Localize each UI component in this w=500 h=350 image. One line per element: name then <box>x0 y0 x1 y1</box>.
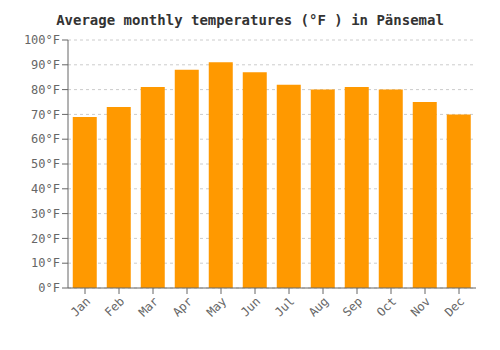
svg-text:Jul: Jul <box>272 294 297 319</box>
svg-text:Jun: Jun <box>238 294 263 319</box>
svg-text:Apr: Apr <box>170 294 195 319</box>
svg-text:Aug: Aug <box>306 294 331 319</box>
svg-text:100°F: 100°F <box>24 33 60 47</box>
svg-text:70°F: 70°F <box>31 108 60 122</box>
svg-text:Oct: Oct <box>374 294 399 319</box>
svg-text:30°F: 30°F <box>31 207 60 221</box>
svg-text:Jan: Jan <box>68 294 93 319</box>
svg-text:Sep: Sep <box>340 294 365 319</box>
svg-text:10°F: 10°F <box>31 256 60 270</box>
svg-text:Feb: Feb <box>102 294 127 319</box>
svg-text:80°F: 80°F <box>31 83 60 97</box>
svg-text:Nov: Nov <box>408 294 433 319</box>
svg-text:May: May <box>204 294 229 319</box>
svg-text:90°F: 90°F <box>31 58 60 72</box>
svg-text:0°F: 0°F <box>38 281 60 295</box>
svg-text:60°F: 60°F <box>31 132 60 146</box>
svg-text:20°F: 20°F <box>31 232 60 246</box>
svg-text:Dec: Dec <box>442 294 467 319</box>
svg-text:Mar: Mar <box>136 294 161 319</box>
html-text:Average monthly temperatures (: Average monthly temperatures (°F ) in Pä… <box>56 12 444 28</box>
svg-text:50°F: 50°F <box>31 157 60 171</box>
svg-text:40°F: 40°F <box>31 182 60 196</box>
